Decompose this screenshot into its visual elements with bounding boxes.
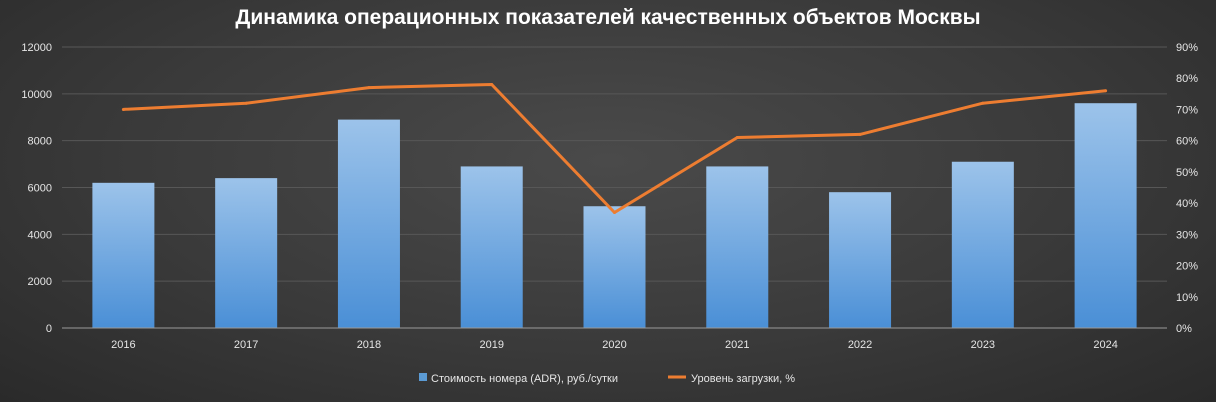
line-point [1104, 89, 1108, 93]
x-tick-label: 2022 [848, 339, 872, 351]
y-right-tick-label: 40% [1176, 198, 1198, 210]
bar [337, 119, 400, 328]
legend-swatch-bar [419, 373, 427, 381]
line-point [490, 82, 494, 86]
bar [829, 192, 892, 328]
y-left-tick-label: 2000 [28, 276, 52, 288]
y-left-tick-label: 10000 [21, 89, 52, 101]
line-point [244, 101, 248, 105]
bar [1074, 103, 1137, 328]
x-tick-label: 2017 [234, 339, 258, 351]
y-left-tick-label: 12000 [21, 42, 52, 54]
legend-label-line: Уровень загрузки, % [691, 373, 795, 385]
legend: Стоимость номера (ADR), руб./сутки Урове… [419, 373, 795, 385]
x-tick-label: 2021 [725, 339, 749, 351]
line-point [981, 101, 985, 105]
y-right-tick-label: 60% [1176, 136, 1198, 148]
bar [92, 182, 155, 328]
x-tick-label: 2023 [971, 339, 995, 351]
chart-title: Динамика операционных показателей качест… [235, 6, 980, 29]
legend-label-bar: Стоимость номера (ADR), руб./сутки [431, 373, 618, 385]
x-tick-label: 2024 [1093, 339, 1117, 351]
x-tick-label: 2018 [357, 339, 381, 351]
bars [92, 103, 1137, 328]
y-left-tick-label: 6000 [28, 183, 52, 195]
y-right-tick-label: 0% [1176, 323, 1192, 335]
y-right-tick-label: 80% [1176, 73, 1198, 85]
line-point [858, 132, 862, 136]
left-axis: 0 2000 4000 6000 8000 10000 12000 [21, 42, 52, 335]
y-right-tick-label: 30% [1176, 229, 1198, 241]
y-left-tick-label: 0 [46, 323, 52, 335]
y-right-tick-label: 50% [1176, 167, 1198, 179]
right-axis: 0% 10% 20% 30% 40% 50% 60% 70% 80% 90% [1176, 42, 1198, 335]
line-point [121, 107, 125, 111]
line-point [613, 210, 616, 214]
x-tick-label: 2016 [111, 339, 135, 351]
line-point [367, 86, 371, 90]
bar [215, 178, 278, 328]
x-tick-label: 2020 [602, 339, 626, 351]
bar [951, 161, 1014, 328]
y-right-tick-label: 90% [1176, 42, 1198, 54]
bar [460, 166, 523, 328]
y-right-tick-label: 70% [1176, 104, 1198, 116]
y-left-tick-label: 8000 [28, 136, 52, 148]
line-point [735, 136, 739, 140]
x-tick-labels: 2016 2017 2018 2019 2020 2021 2022 2023 2024 [111, 339, 1118, 351]
bar [583, 206, 646, 328]
y-right-tick-label: 20% [1176, 261, 1198, 273]
bar [706, 166, 769, 328]
x-tick-label: 2019 [479, 339, 503, 351]
line-series [121, 82, 1108, 214]
y-right-tick-label: 10% [1176, 292, 1198, 304]
y-left-tick-label: 4000 [28, 229, 52, 241]
